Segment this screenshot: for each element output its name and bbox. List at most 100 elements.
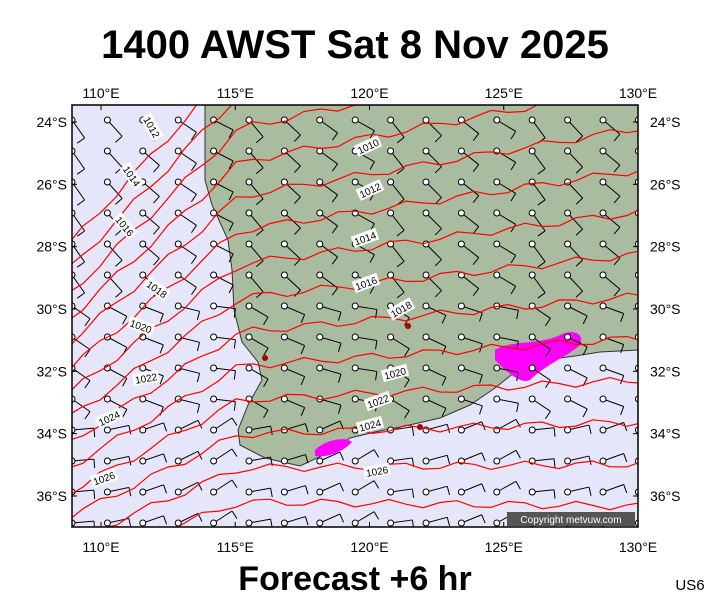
wind-barb [103,455,132,466]
barb-flag [479,374,483,384]
wind-barb [528,240,546,268]
barb-flag [472,257,480,265]
barb-staff [107,181,123,199]
barb-staff [355,367,378,372]
wind-barb [528,364,551,389]
barb-staff [213,367,236,372]
lon-label: 120°E [350,85,388,101]
station [457,333,465,341]
barb-staff [319,274,338,289]
wind-barb [493,116,517,140]
barb-staff [638,513,658,523]
lat-label: 32°S [650,363,681,379]
wind-barb [387,240,405,268]
barb-staff [638,451,658,461]
barb-staff [72,427,94,431]
isobar-label-box [142,276,172,302]
barb-staff [390,519,413,524]
barb-flag [434,228,442,236]
barb-staff [72,398,91,413]
barb-flag [263,378,269,388]
barb-flag [516,403,519,413]
barb-flag [337,311,342,321]
barb-staff [496,367,519,373]
barb-flag [481,514,486,524]
station [174,240,182,248]
station [316,426,324,434]
barb-flag [652,194,657,202]
wind-barb [174,512,203,527]
barb-staff [425,212,442,229]
station [351,457,359,465]
barb-flag [652,287,657,295]
station [139,209,147,217]
barb-flag [588,455,592,465]
barb-staff [531,243,546,263]
station [422,364,430,372]
barb-staff [567,150,583,168]
wind-barb [599,116,621,142]
barb-staff [567,367,588,379]
station [493,333,501,341]
barb-staff [531,367,551,381]
station [493,488,501,496]
barb-staff [638,213,656,225]
barb-staff [354,511,375,524]
barb-staff [390,119,405,138]
station [564,488,572,496]
station [139,271,147,279]
barb-staff [248,243,264,262]
barb-staff [425,119,442,136]
barb-staff [496,336,519,342]
wind-barb [493,240,517,264]
barb-flag [128,487,132,497]
barb-staff [319,367,342,375]
wind-barb [599,422,628,434]
barb-flag [339,451,345,461]
barb-staff [178,398,200,405]
station [564,209,572,217]
barb-staff [248,425,271,431]
wind-barb [316,147,339,172]
barb-flag [331,163,339,172]
wind-barb [280,516,309,527]
barb-staff [213,150,234,162]
barb-flag [434,135,442,143]
barb-staff [319,451,341,462]
wind-barb [493,178,517,202]
caption: Forecast +6 hr [238,560,471,598]
station [316,364,324,372]
barb-flag [190,256,197,265]
barb-staff [425,336,447,347]
wind-barb [103,178,123,205]
barb-flag [553,489,556,499]
barb-staff [319,212,338,227]
station [351,271,359,279]
barb-staff [72,367,91,382]
barb-flag [228,284,234,294]
station [245,116,253,124]
barb-flag [613,288,621,297]
wind-barb [634,395,659,404]
wind-barb [422,271,442,298]
wind-barb [422,485,451,496]
barb-staff [461,421,482,431]
barb-staff [284,150,301,167]
station [351,395,359,403]
barb-staff [638,399,659,404]
isobar [72,292,638,440]
barb-staff [72,181,86,201]
wind-barb [422,209,442,236]
isobar [72,419,638,519]
wind-barb [316,364,342,383]
barb-flag [434,290,442,298]
wind-barb [174,450,203,465]
barb-staff [354,119,375,132]
barb-flag [396,260,405,268]
barb-staff [354,212,375,225]
barb-staff [354,480,375,493]
wind-barb [210,510,238,527]
barb-staff [284,305,305,316]
barb-staff [107,424,130,431]
